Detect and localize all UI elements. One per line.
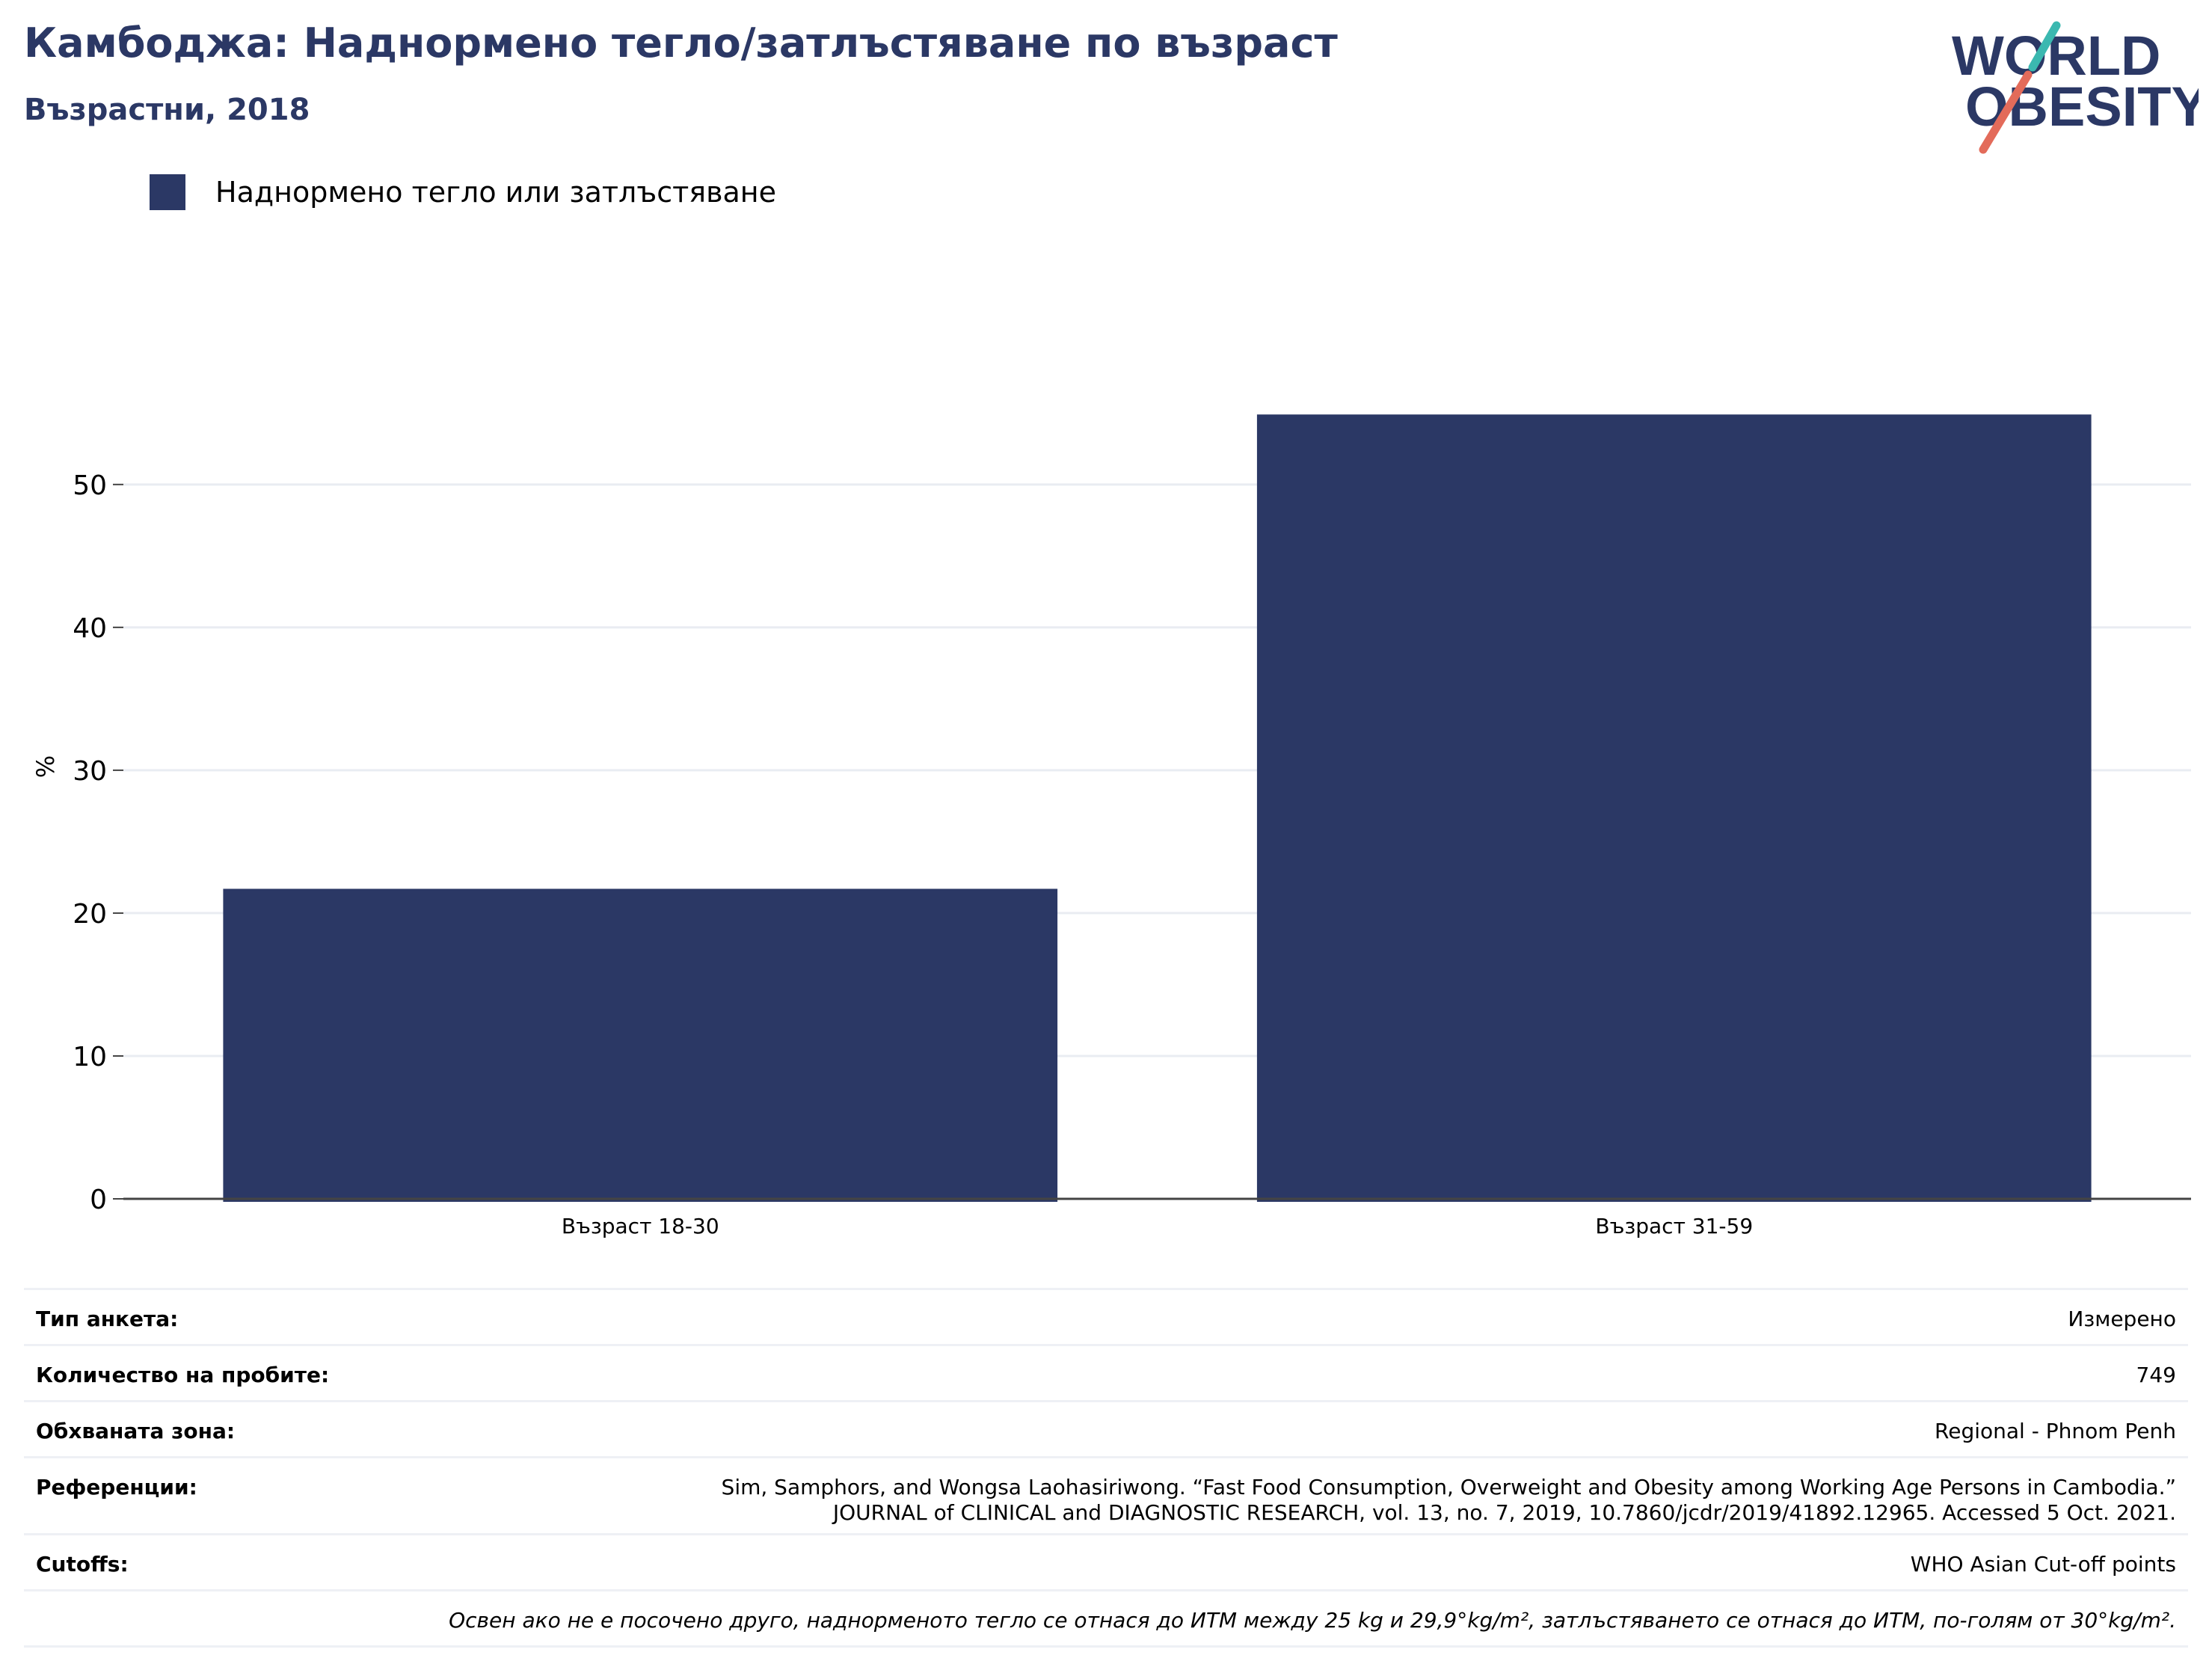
info-row-sample-size: Количество на пробите: 749 <box>24 1344 2188 1402</box>
info-row-cutoffs: Cutoffs: WHO Asian Cut-off points <box>24 1533 2188 1591</box>
info-row-references: Референции: Sim, Samphors, and Wongsa La… <box>24 1456 2188 1535</box>
area-value: Regional - Phnom Penh <box>497 1400 2188 1458</box>
logo-text-line2: OBESITY <box>1965 76 2199 138</box>
reference-line-1: Sim, Samphors, and Wongsa Laohasiriwong.… <box>721 1475 2176 1499</box>
y-tick-label: 0 <box>90 1185 107 1215</box>
cutoffs-label: Cutoffs: <box>24 1533 497 1591</box>
page-title: Камбоджа: Наднормено тегло/затлъстяване … <box>24 19 1338 67</box>
sample-size-value: 749 <box>497 1344 2188 1402</box>
info-row-note: Освен ако не е посочено друго, наднормен… <box>24 1589 2188 1648</box>
bars <box>223 414 2092 1202</box>
x-tick-label: Възраст 18-30 <box>562 1214 719 1238</box>
bar <box>223 888 1058 1202</box>
y-tick-label: 50 <box>73 470 107 501</box>
sample-size-label: Количество на пробите: <box>24 1344 497 1402</box>
chart-legend: Наднормено тегло или затлъстяване <box>150 174 776 211</box>
area-label: Обхваната зона: <box>24 1400 497 1458</box>
x-tick-label: Възраст 31-59 <box>1595 1214 1753 1238</box>
legend-label: Наднормено тегло или затлъстяване <box>215 176 776 209</box>
y-axis-label: % <box>31 755 60 778</box>
survey-info-table: Тип анкета: Измерено Количество на проби… <box>24 1288 2188 1648</box>
survey-type-value: Измерено <box>497 1288 2188 1346</box>
y-tick-label: 40 <box>73 613 107 644</box>
y-tick-label: 30 <box>73 756 107 787</box>
references-label: Референции: <box>24 1456 497 1535</box>
logo-slash-bottom <box>1979 70 2033 154</box>
bar-chart: 0 10 20 30 40 50 Възраст 18-30 Възраст 31-59 % <box>31 414 2191 1238</box>
world-obesity-logo: WORLD OBESITY <box>1952 21 2199 154</box>
tick-labels: 0 10 20 30 40 50 Възраст 18-30 Възраст 31-59 <box>73 470 1753 1238</box>
info-row-survey-type: Тип анкета: Измерено <box>24 1288 2188 1346</box>
page-subtitle: Възрастни, 2018 <box>24 93 310 127</box>
legend-swatch <box>150 174 185 210</box>
info-row-area: Обхваната зона: Regional - Phnom Penh <box>24 1400 2188 1458</box>
cutoffs-value: WHO Asian Cut-off points <box>497 1533 2188 1591</box>
logo-text-line1: WORLD <box>1952 25 2161 87</box>
y-tick-label: 20 <box>73 899 107 930</box>
bar <box>1256 414 2092 1202</box>
logo-slash-top <box>2028 21 2061 72</box>
references-value: Sim, Samphors, and Wongsa Laohasiriwong.… <box>497 1456 2188 1535</box>
definition-note: Освен ако не е посочено друго, наднормен… <box>24 1589 2188 1648</box>
survey-type-label: Тип анкета: <box>24 1288 497 1346</box>
y-tick-label: 10 <box>73 1042 107 1072</box>
reference-line-2: JOURNAL of CLINICAL and DIAGNOSTIC RESEA… <box>832 1500 2176 1525</box>
